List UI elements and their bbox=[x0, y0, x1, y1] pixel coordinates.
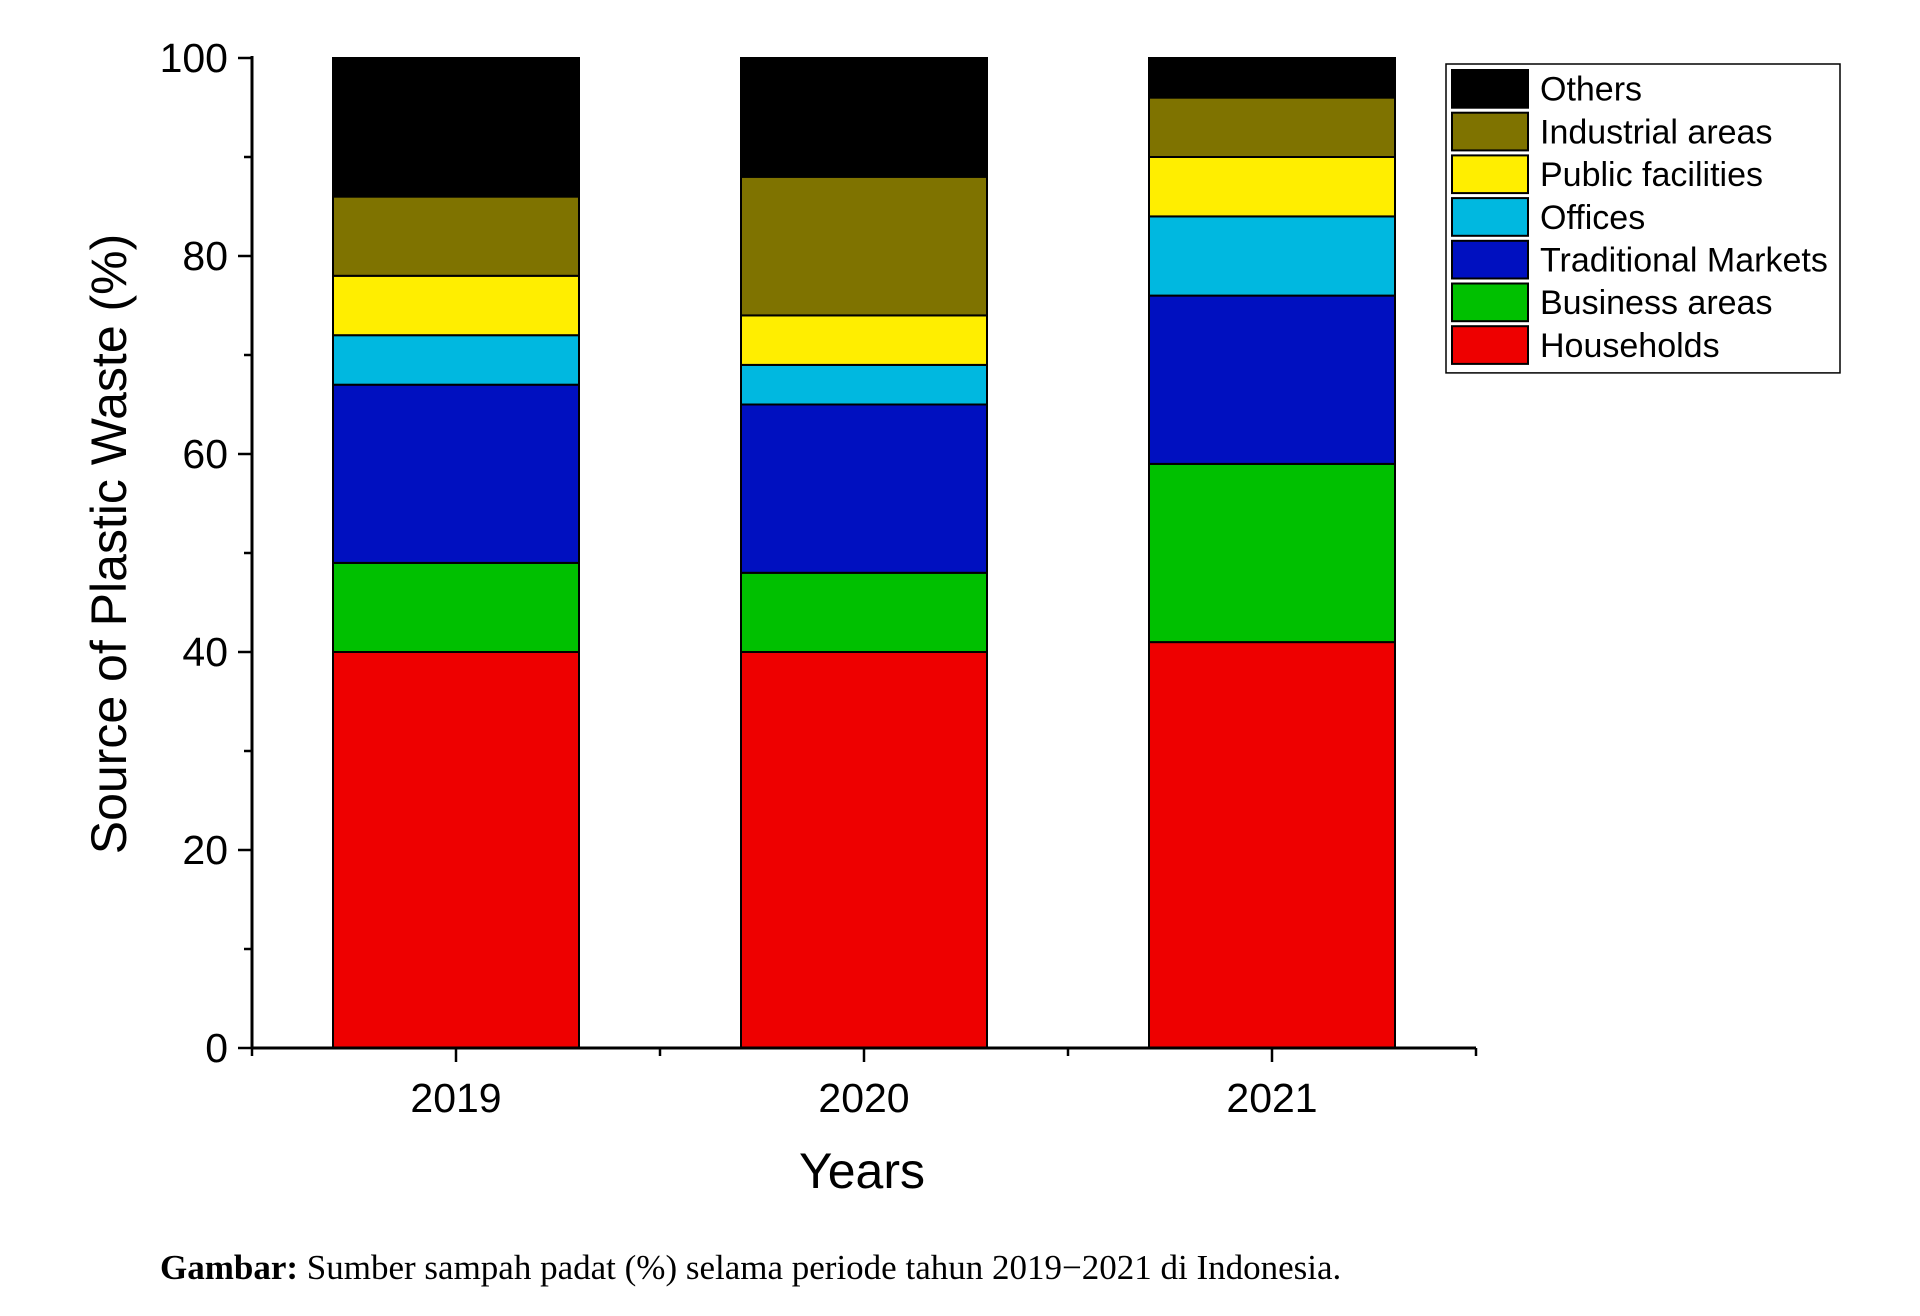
caption-prefix: Gambar: bbox=[160, 1248, 299, 1287]
bar-2021-households bbox=[1148, 641, 1396, 1049]
bar-2019-industrial-areas bbox=[332, 195, 580, 277]
legend-label-offices: Offices bbox=[1540, 199, 1645, 237]
bar-2021-offices bbox=[1148, 215, 1396, 297]
x-axis-title: Years bbox=[799, 1143, 925, 1199]
legend-label-households: Households bbox=[1540, 327, 1720, 365]
bar-2020-others bbox=[740, 57, 988, 178]
y-tick-label-100: 100 bbox=[160, 35, 228, 81]
figure-caption: Gambar: Sumber sampah padat (%) selama p… bbox=[160, 1248, 1341, 1288]
bar-2020-traditional-markets bbox=[740, 403, 988, 574]
legend-swatch-traditional-markets bbox=[1451, 239, 1529, 280]
y-tick-label-80: 80 bbox=[182, 233, 228, 279]
bar-2021-traditional-markets bbox=[1148, 294, 1396, 465]
bar-2019-others bbox=[332, 57, 580, 198]
x-tick-label-2021: 2021 bbox=[1226, 1075, 1317, 1121]
bar-2020-public-facilities bbox=[740, 314, 988, 366]
y-tick-label-40: 40 bbox=[182, 629, 228, 675]
bar-2019-traditional-markets bbox=[332, 383, 580, 564]
y-axis-title: Source of Plastic Waste (%) bbox=[81, 234, 137, 855]
bar-2019-offices bbox=[332, 334, 580, 386]
y-tick-label-20: 20 bbox=[182, 827, 228, 873]
bar-2020-offices bbox=[740, 363, 988, 406]
y-tick-label-0: 0 bbox=[205, 1025, 228, 1071]
stacked-bar-chart: 2019 2020 2021 0 20 40 60 80 100 Source of Plast… bbox=[81, 35, 1841, 1199]
caption-text: Sumber sampah padat (%) selama periode t… bbox=[298, 1248, 1342, 1287]
x-tick-label-2019: 2019 bbox=[410, 1075, 501, 1121]
legend-label-traditional-markets: Traditional Markets bbox=[1540, 242, 1828, 280]
legend-label-others: Others bbox=[1540, 71, 1642, 109]
legend-swatch-others bbox=[1451, 69, 1529, 109]
legend-swatch-public-facilities bbox=[1451, 154, 1529, 195]
bar-2019-households bbox=[332, 651, 580, 1049]
legend-swatch-business-areas bbox=[1451, 282, 1529, 323]
x-tick-label-2020: 2020 bbox=[818, 1075, 909, 1121]
axes-layer: 2019 2020 2021 0 20 40 60 80 100 bbox=[160, 35, 1478, 1121]
legend-label-business-areas: Business areas bbox=[1540, 284, 1772, 322]
bar-2021-business-areas bbox=[1148, 462, 1396, 644]
bar-2020-business-areas bbox=[740, 571, 988, 653]
bars-layer bbox=[332, 57, 1396, 1049]
bar-2020-industrial-areas bbox=[740, 175, 988, 317]
legend-label-industrial-areas: Industrial areas bbox=[1540, 113, 1772, 151]
legend-swatch-industrial-areas bbox=[1451, 111, 1529, 152]
legend-label-public-facilities: Public facilities bbox=[1540, 156, 1763, 194]
bar-2021-industrial-areas bbox=[1148, 96, 1396, 158]
bar-2021-public-facilities bbox=[1148, 156, 1396, 218]
y-tick-label-60: 60 bbox=[182, 431, 228, 477]
bar-2019-public-facilities bbox=[332, 274, 580, 337]
bar-2021-others bbox=[1148, 57, 1396, 99]
legend: Others Industrial areas Public facilities O… bbox=[1445, 63, 1841, 374]
bar-2020-households bbox=[740, 651, 988, 1049]
legend-swatch-offices bbox=[1451, 197, 1529, 237]
legend-swatch-households bbox=[1451, 325, 1529, 365]
bar-2019-business-areas bbox=[332, 561, 580, 654]
